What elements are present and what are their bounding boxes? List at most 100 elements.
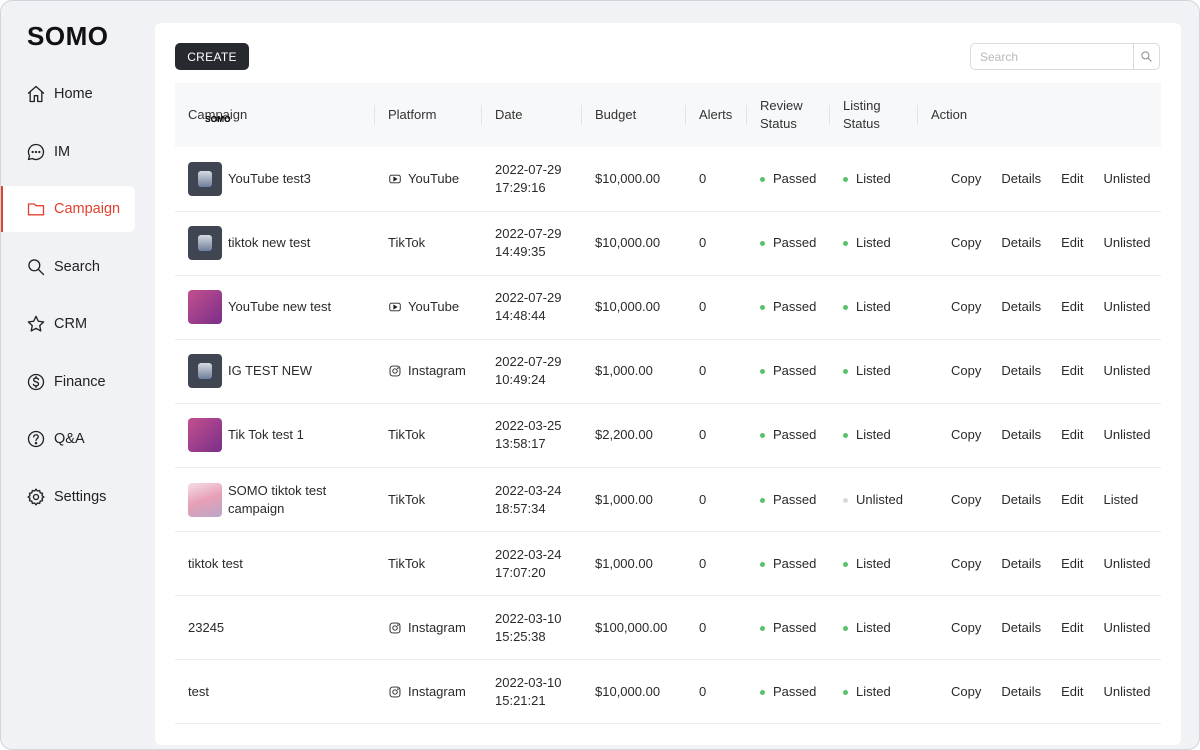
sidebar-item-im[interactable]: IM <box>1 129 135 175</box>
edit-button[interactable]: Edit <box>1061 363 1084 379</box>
platform-name: Instagram <box>408 683 466 699</box>
details-button[interactable]: Details <box>1001 683 1042 699</box>
sidebar-item-label: Finance <box>54 373 106 390</box>
toggle-listing-button[interactable]: Unlisted <box>1103 363 1151 379</box>
copy-button[interactable]: Copy <box>951 555 982 571</box>
copy-button[interactable]: Copy <box>951 427 982 443</box>
campaign-cell: SOMO test <box>188 115 375 701</box>
campaign-name[interactable]: tiktok test <box>188 555 243 571</box>
column-header-alerts[interactable]: Alerts <box>686 83 747 147</box>
status-dot <box>760 625 765 631</box>
sidebar-item-crm[interactable]: CRM <box>1 301 135 347</box>
column-header-date[interactable]: Date <box>482 83 582 147</box>
edit-button[interactable]: Edit <box>1061 555 1084 571</box>
copy-button[interactable]: Copy <box>951 491 982 507</box>
search-icon <box>26 257 46 277</box>
sidebar-item-search[interactable]: Search <box>1 244 135 290</box>
toggle-listing-button[interactable]: Unlisted <box>1103 619 1151 635</box>
search-button[interactable] <box>1133 44 1159 69</box>
listing-status: Unlisted <box>856 491 903 507</box>
status-dot <box>843 497 848 503</box>
copy-button[interactable]: Copy <box>951 683 982 699</box>
sidebar-item-finance[interactable]: Finance <box>1 359 135 405</box>
copy-button[interactable]: Copy <box>951 299 982 315</box>
column-header-review-status[interactable]: Review Status <box>747 83 830 147</box>
copy-button[interactable]: Copy <box>951 619 982 635</box>
edit-button[interactable]: Edit <box>1061 683 1084 699</box>
edit-button[interactable]: Edit <box>1061 235 1084 251</box>
column-header-budget[interactable]: Budget <box>582 83 686 147</box>
campaign-name[interactable]: YouTube test3 <box>228 170 311 186</box>
edit-button[interactable]: Edit <box>1061 619 1084 635</box>
details-button[interactable]: Details <box>1001 491 1042 507</box>
table-row: YouTube test3 YouTube 2022-07-29 17:29:1… <box>175 147 1161 212</box>
campaign-table: Campaign Platform Date Budget Alerts Rev… <box>175 83 1161 724</box>
status-dot <box>760 305 765 311</box>
toggle-listing-button[interactable]: Listed <box>1103 491 1139 507</box>
toggle-listing-button[interactable]: Unlisted <box>1103 299 1151 315</box>
details-button[interactable]: Details <box>1001 299 1042 315</box>
search-input[interactable] <box>971 44 1133 69</box>
sidebar-item-campaign[interactable]: Campaign <box>1 186 135 232</box>
copy-button[interactable]: Copy <box>951 363 982 379</box>
platform-cell: Instagram <box>388 683 482 701</box>
campaign-name[interactable]: YouTube new test <box>228 299 332 315</box>
row-actions: Copy Details Edit Unlisted <box>931 234 1161 252</box>
edit-button[interactable]: Edit <box>1061 491 1084 507</box>
edit-button[interactable]: Edit <box>1061 299 1084 315</box>
sidebar-item-home[interactable]: Home <box>1 71 135 117</box>
review-status: Passed <box>773 363 817 379</box>
toggle-listing-button[interactable]: Unlisted <box>1103 235 1151 251</box>
campaign-date: 2022-03-10 15:21:21 <box>495 674 562 708</box>
home-icon <box>26 84 46 104</box>
row-actions: Copy Details Edit Unlisted <box>931 362 1161 380</box>
listing-status: Listed <box>856 619 891 635</box>
details-button[interactable]: Details <box>1001 555 1042 571</box>
listing-status: Listed <box>856 683 891 699</box>
campaign-name[interactable]: tiktok new test <box>228 235 311 251</box>
edit-button[interactable]: Edit <box>1061 170 1084 186</box>
campaign-name[interactable]: SOMO tiktok test campaign <box>228 482 327 516</box>
edit-button[interactable]: Edit <box>1061 427 1084 443</box>
campaign-name[interactable]: test <box>188 683 209 699</box>
status-dot <box>760 433 765 439</box>
column-header-platform[interactable]: Platform <box>375 83 482 147</box>
column-header-action: Action <box>931 107 968 122</box>
column-header-campaign[interactable]: Campaign <box>175 83 375 147</box>
toggle-listing-button[interactable]: Unlisted <box>1103 427 1151 443</box>
details-button[interactable]: Details <box>1001 427 1042 443</box>
status-dot <box>843 176 848 182</box>
details-button[interactable]: Details <box>1001 363 1042 379</box>
row-actions: Copy Details Edit Unlisted <box>931 683 1161 701</box>
campaign-name[interactable]: 23245 <box>188 619 225 635</box>
status-dot <box>843 433 848 439</box>
sidebar-item-settings[interactable]: Settings <box>1 474 135 520</box>
platform-cell: TikTok <box>388 234 482 252</box>
status-dot <box>843 305 848 311</box>
campaign-cell: YouTube test3 <box>188 161 375 196</box>
details-button[interactable]: Details <box>1001 170 1042 186</box>
column-header-listing-status[interactable]: Listing Status <box>830 83 918 147</box>
campaign-name[interactable]: Tik Tok test 1 <box>228 427 304 443</box>
sidebar-item-qa[interactable]: Q&A <box>1 416 135 462</box>
platform-cell: TikTok <box>388 426 482 444</box>
details-button[interactable]: Details <box>1001 235 1042 251</box>
status-dot <box>843 241 848 247</box>
youtube-icon <box>388 300 408 314</box>
campaign-alerts: 0 <box>699 619 707 635</box>
campaign-alerts: 0 <box>699 363 707 379</box>
copy-button[interactable]: Copy <box>951 170 982 186</box>
copy-button[interactable]: Copy <box>951 235 982 251</box>
toggle-listing-button[interactable]: Unlisted <box>1103 683 1151 699</box>
campaign-thumbnail <box>188 354 222 389</box>
youtube-icon <box>388 172 408 186</box>
details-button[interactable]: Details <box>1001 619 1042 635</box>
campaign-alerts: 0 <box>699 235 707 251</box>
create-button[interactable]: CREATE <box>175 43 249 70</box>
campaign-name[interactable]: IG TEST NEW <box>228 363 313 379</box>
toggle-listing-button[interactable]: Unlisted <box>1103 555 1151 571</box>
instagram-icon <box>388 621 408 635</box>
toggle-listing-button[interactable]: Unlisted <box>1103 170 1151 186</box>
campaign-budget: $2,200.00 <box>595 427 653 443</box>
search-icon <box>1141 51 1152 62</box>
